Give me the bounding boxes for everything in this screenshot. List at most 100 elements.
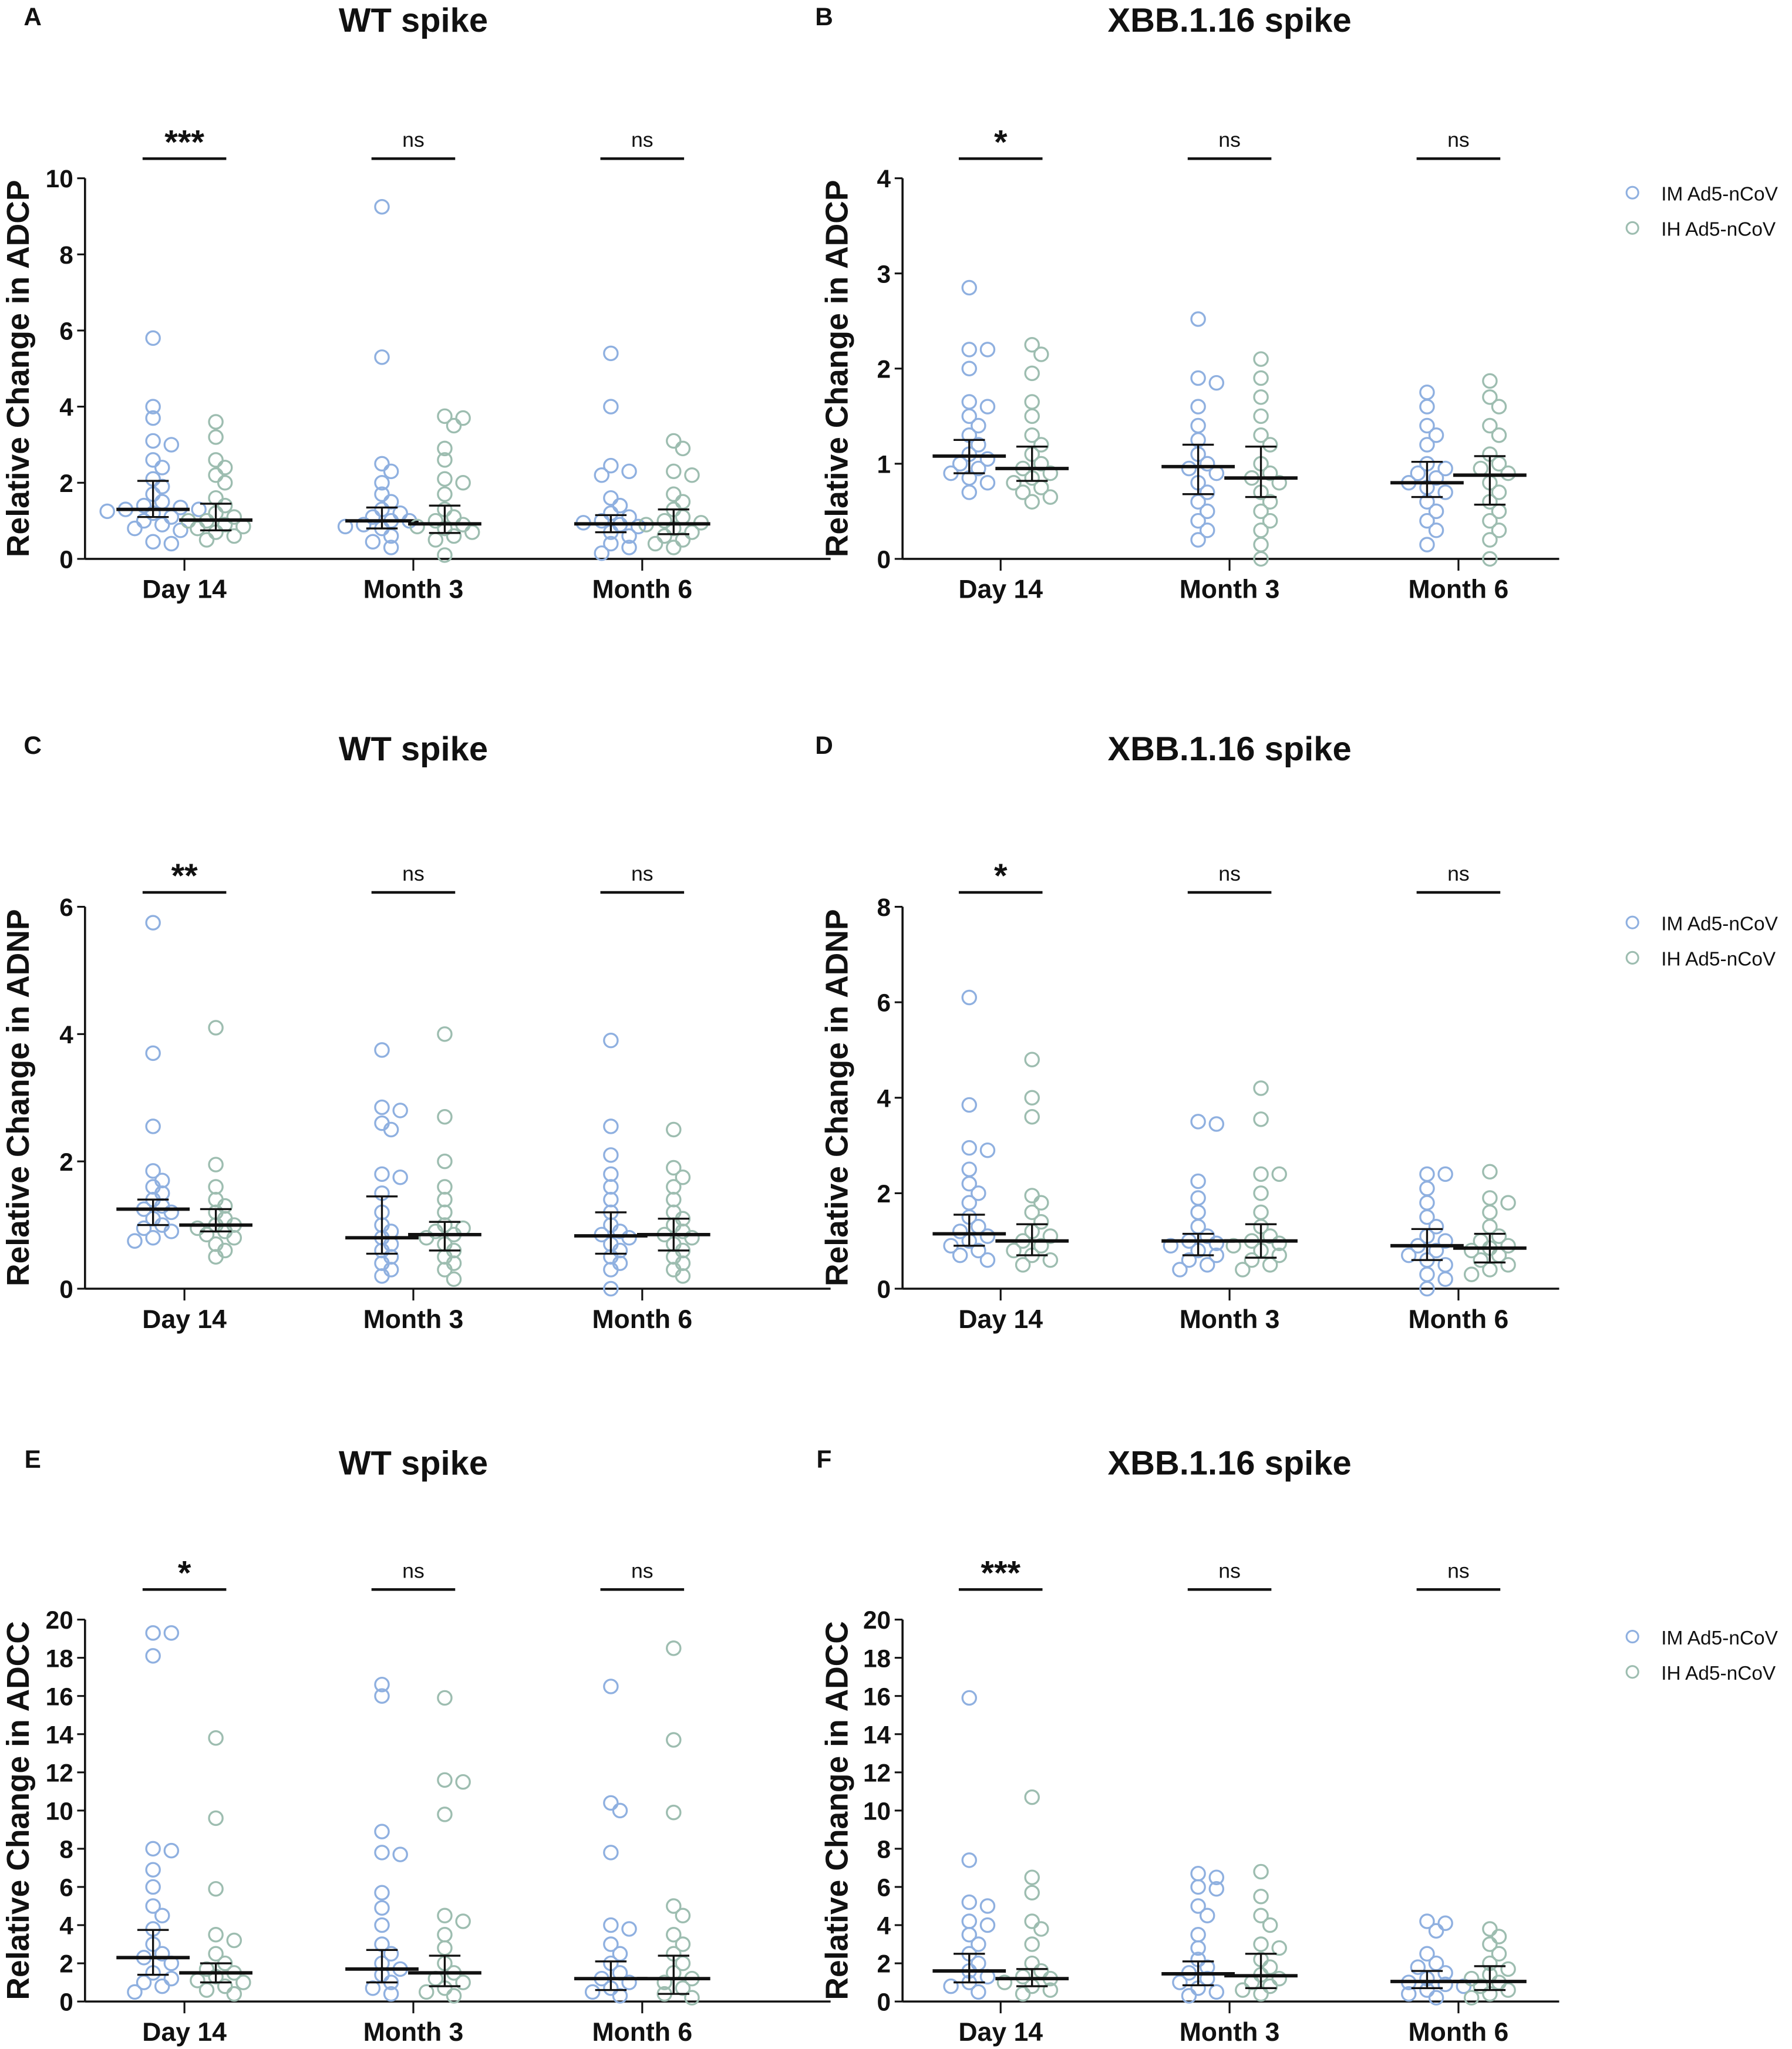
significance-label: ns [1218, 862, 1241, 885]
data-point-im [1199, 1908, 1215, 1924]
data-point-im [612, 1802, 628, 1819]
data-point-ih [1015, 1986, 1031, 2002]
y-tick-label: 8 [59, 1836, 73, 1863]
data-point-im [612, 1988, 628, 2004]
data-point-im [392, 1103, 408, 1118]
data-point-ih [1500, 465, 1516, 481]
data-point-im [1190, 1114, 1206, 1130]
data-point-ih [1244, 1252, 1260, 1268]
data-point-im [1190, 1927, 1206, 1943]
panel-title: WT spike [339, 730, 488, 768]
data-point-im [961, 484, 978, 500]
data-point-im [127, 1233, 143, 1249]
data-point-im [979, 1228, 996, 1244]
data-point-ih [1042, 1228, 1059, 1244]
data-point-im [979, 399, 996, 414]
data-point-im [374, 475, 390, 491]
data-point-ih [1482, 532, 1498, 548]
panel-d: D XBB.1.16 spike Relative Change in ADNP 0 2… [815, 730, 1778, 1334]
data-point-im [145, 1862, 161, 1878]
data-point-im [961, 279, 978, 296]
data-point-ih [666, 1732, 682, 1748]
data-point-im [1437, 484, 1453, 500]
data-point-im [1199, 503, 1215, 520]
data-point-ih [217, 497, 233, 514]
y-tick-label: 4 [877, 1912, 891, 1940]
x-tick-label: Month 6 [592, 575, 692, 604]
data-point-im [1419, 1913, 1435, 1929]
x-tick-label: Month 6 [1409, 575, 1509, 604]
data-point-ih [226, 509, 242, 525]
panel-letter: E [25, 1445, 41, 1473]
data-point-im [392, 1170, 408, 1185]
data-point-im [971, 460, 986, 477]
data-point-im [979, 451, 996, 467]
data-point-ih [208, 452, 224, 468]
y-tick-label: 10 [46, 1797, 73, 1825]
data-point-ih [1033, 1963, 1049, 1979]
data-point-im [603, 399, 619, 414]
panel-letter: C [23, 732, 42, 759]
data-point-ih [409, 518, 425, 535]
data-point-im [971, 417, 986, 434]
data-point-im [603, 1845, 619, 1861]
data-point-im [145, 1118, 161, 1134]
data-point-im [1190, 1190, 1206, 1206]
data-point-ih [1482, 389, 1498, 405]
data-point-ih [1253, 1863, 1269, 1880]
data-point-ih [1271, 1970, 1287, 1987]
data-point-im [612, 497, 628, 514]
data-point-im [1419, 1266, 1435, 1282]
panel-title: XBB.1.16 spike [1107, 730, 1351, 768]
y-tick-label: 20 [863, 1606, 891, 1634]
data-point-im [1208, 465, 1225, 481]
data-point-im [621, 540, 637, 555]
data-point-im [961, 408, 978, 424]
data-point-ih [198, 1226, 215, 1243]
data-point-ih [1024, 427, 1040, 443]
data-point-ih [208, 1946, 224, 1962]
data-point-ih [226, 1932, 242, 1949]
data-point-ih [675, 1170, 691, 1185]
data-point-im [1419, 1946, 1435, 1962]
y-tick-label: 4 [59, 1912, 73, 1940]
y-tick-label: 0 [877, 546, 891, 574]
data-point-ih [1253, 1185, 1269, 1201]
y-tick-label: 18 [46, 1644, 73, 1672]
data-point-im [603, 1262, 619, 1278]
data-point-im [374, 1845, 390, 1861]
y-axis-label: Relative Change in ADNP [1, 909, 36, 1286]
data-point-ih [1024, 1204, 1040, 1221]
data-point-im [594, 545, 610, 561]
data-point-ih [1024, 1188, 1040, 1204]
y-tick-label: 3 [877, 260, 891, 288]
data-point-im [1199, 523, 1215, 538]
data-point-im [1410, 465, 1426, 481]
data-point-im [979, 475, 996, 491]
data-point-ih [1024, 365, 1040, 382]
data-point-im [356, 517, 372, 533]
data-point-ih [1006, 475, 1022, 491]
data-point-ih [446, 509, 462, 525]
data-point-ih [1253, 1166, 1269, 1182]
data-point-ih [666, 1179, 682, 1195]
data-point-im [1401, 1247, 1417, 1263]
data-point-im [374, 1900, 390, 1916]
data-point-ih [1482, 1921, 1498, 1937]
data-point-ih [1024, 1109, 1040, 1125]
data-point-ih [226, 528, 242, 544]
x-tick-label: Day 14 [142, 1305, 227, 1334]
data-point-im [1190, 1173, 1206, 1189]
data-point-im [163, 1224, 180, 1239]
significance-label: ns [402, 1559, 425, 1582]
data-point-ih [1482, 1204, 1498, 1221]
panel-title: XBB.1.16 spike [1107, 1444, 1351, 1482]
data-point-im [163, 1625, 180, 1641]
data-point-ih [1482, 1164, 1498, 1180]
data-point-ih [208, 1810, 224, 1826]
data-point-ih [1491, 1929, 1507, 1944]
data-point-im [1428, 523, 1444, 538]
data-point-im [1181, 1988, 1197, 2004]
data-point-im [374, 486, 390, 502]
data-point-im [971, 437, 986, 453]
